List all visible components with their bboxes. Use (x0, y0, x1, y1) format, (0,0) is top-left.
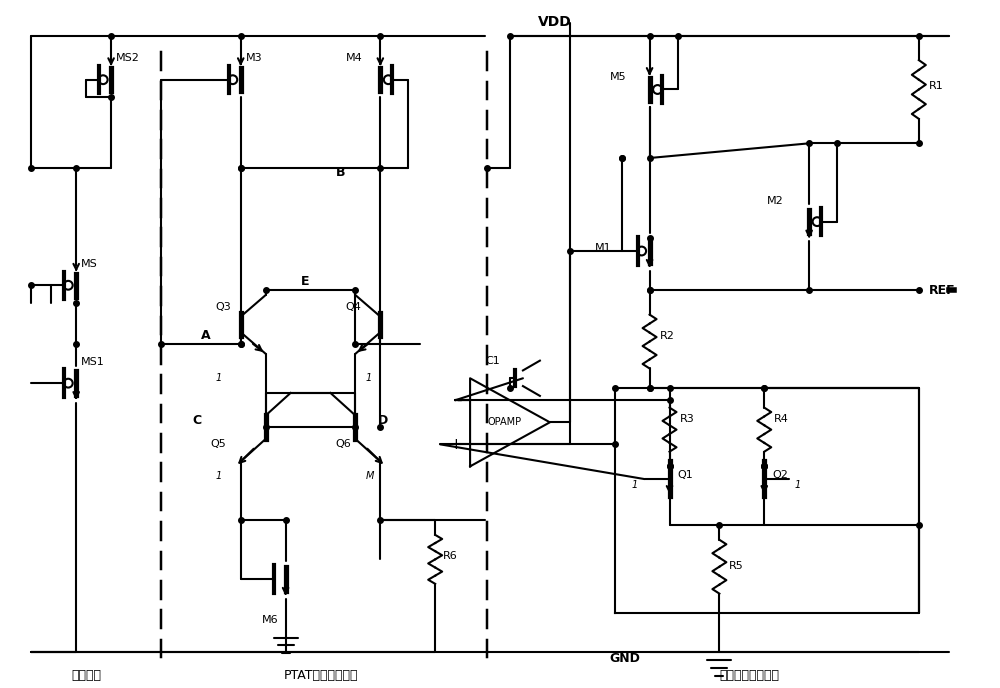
Text: +: + (449, 437, 462, 452)
Text: Q1: Q1 (678, 470, 693, 480)
Text: C1: C1 (485, 356, 500, 365)
Text: M2: M2 (767, 196, 784, 206)
Text: Q6: Q6 (335, 439, 351, 449)
Text: -: - (457, 393, 462, 408)
Text: 1: 1 (216, 471, 222, 481)
Text: 1: 1 (365, 373, 372, 383)
Text: R2: R2 (660, 331, 674, 341)
Text: 启动电路: 启动电路 (71, 669, 101, 682)
Text: GND: GND (610, 652, 641, 665)
Text: REF: REF (929, 283, 955, 297)
Text: D: D (378, 414, 389, 427)
Text: R5: R5 (729, 561, 744, 571)
Text: R6: R6 (443, 551, 458, 561)
Text: R3: R3 (680, 414, 694, 424)
Text: OPAMP: OPAMP (488, 418, 522, 427)
Text: C: C (193, 414, 202, 427)
Text: M5: M5 (610, 72, 626, 82)
Text: M6: M6 (262, 615, 279, 625)
Text: Q2: Q2 (772, 470, 788, 480)
Text: 高阶温度补偿电路: 高阶温度补偿电路 (719, 669, 779, 682)
Text: B: B (335, 166, 345, 179)
Text: M1: M1 (595, 243, 611, 253)
Text: Q4: Q4 (345, 302, 361, 312)
Text: R4: R4 (774, 414, 789, 424)
Text: Q3: Q3 (216, 302, 232, 312)
Text: R1: R1 (929, 81, 944, 92)
Text: A: A (201, 329, 210, 342)
Text: M3: M3 (246, 53, 262, 63)
Text: E: E (301, 275, 309, 288)
Text: 1: 1 (632, 480, 638, 490)
Text: MS: MS (81, 259, 98, 269)
Text: MS2: MS2 (116, 53, 140, 63)
Text: PTAT电流产生电路: PTAT电流产生电路 (283, 669, 358, 682)
Text: M4: M4 (345, 53, 362, 63)
Text: Q5: Q5 (211, 439, 227, 449)
Text: 1: 1 (216, 373, 222, 383)
Text: VDD: VDD (538, 15, 572, 29)
Text: 1: 1 (794, 480, 800, 490)
Text: MS1: MS1 (81, 356, 105, 367)
Text: M: M (365, 471, 374, 481)
